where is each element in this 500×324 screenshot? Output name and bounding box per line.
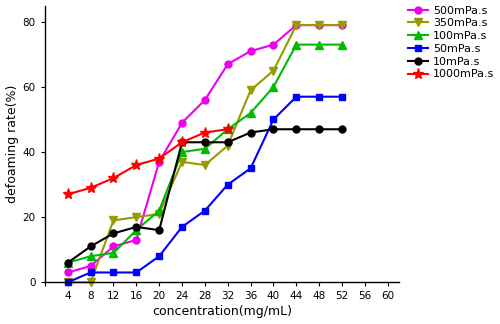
Line: 350mPa.s: 350mPa.s xyxy=(64,21,346,286)
10mPa.s xyxy=(64,261,70,265)
1000mPa.s xyxy=(202,131,208,134)
1000mPa.s xyxy=(134,163,140,167)
50mPa.s xyxy=(202,209,208,213)
100mPa.s xyxy=(316,43,322,47)
50mPa.s xyxy=(224,183,230,187)
100mPa.s xyxy=(88,254,94,258)
10mPa.s xyxy=(156,228,162,232)
1000mPa.s xyxy=(64,192,70,196)
100mPa.s xyxy=(134,228,140,232)
1000mPa.s xyxy=(224,127,230,131)
500mPa.s xyxy=(270,43,276,47)
10mPa.s xyxy=(248,131,254,134)
X-axis label: concentration(mg/mL): concentration(mg/mL) xyxy=(152,306,292,318)
350mPa.s xyxy=(316,23,322,27)
100mPa.s xyxy=(270,85,276,89)
50mPa.s xyxy=(316,95,322,98)
10mPa.s xyxy=(202,140,208,144)
350mPa.s xyxy=(270,69,276,73)
500mPa.s xyxy=(339,23,345,27)
100mPa.s xyxy=(294,43,300,47)
500mPa.s xyxy=(316,23,322,27)
500mPa.s xyxy=(202,98,208,102)
50mPa.s xyxy=(156,254,162,258)
10mPa.s xyxy=(224,140,230,144)
100mPa.s xyxy=(339,43,345,47)
Legend: 500mPa.s, 350mPa.s, 100mPa.s, 50mPa.s, 10mPa.s, 1000mPa.s: 500mPa.s, 350mPa.s, 100mPa.s, 50mPa.s, 1… xyxy=(408,6,494,79)
10mPa.s xyxy=(316,127,322,131)
100mPa.s xyxy=(202,147,208,151)
500mPa.s xyxy=(248,49,254,53)
1000mPa.s xyxy=(88,186,94,190)
350mPa.s xyxy=(88,280,94,284)
500mPa.s xyxy=(110,245,116,249)
50mPa.s xyxy=(339,95,345,98)
350mPa.s xyxy=(110,218,116,222)
10mPa.s xyxy=(88,245,94,249)
50mPa.s xyxy=(294,95,300,98)
350mPa.s xyxy=(156,212,162,216)
350mPa.s xyxy=(224,144,230,147)
500mPa.s xyxy=(179,121,185,125)
Line: 50mPa.s: 50mPa.s xyxy=(64,93,346,286)
10mPa.s xyxy=(110,231,116,235)
500mPa.s xyxy=(134,238,140,242)
350mPa.s xyxy=(339,23,345,27)
1000mPa.s xyxy=(110,176,116,180)
10mPa.s xyxy=(179,140,185,144)
Line: 100mPa.s: 100mPa.s xyxy=(64,40,346,267)
1000mPa.s xyxy=(156,156,162,160)
1000mPa.s xyxy=(179,140,185,144)
100mPa.s xyxy=(64,261,70,265)
50mPa.s xyxy=(64,280,70,284)
50mPa.s xyxy=(88,271,94,274)
10mPa.s xyxy=(134,225,140,229)
100mPa.s xyxy=(179,150,185,154)
Line: 1000mPa.s: 1000mPa.s xyxy=(62,124,234,200)
50mPa.s xyxy=(270,118,276,122)
500mPa.s xyxy=(294,23,300,27)
350mPa.s xyxy=(294,23,300,27)
10mPa.s xyxy=(339,127,345,131)
10mPa.s xyxy=(294,127,300,131)
500mPa.s xyxy=(64,271,70,274)
50mPa.s xyxy=(110,271,116,274)
500mPa.s xyxy=(156,160,162,164)
350mPa.s xyxy=(134,215,140,219)
350mPa.s xyxy=(248,88,254,92)
50mPa.s xyxy=(248,166,254,170)
Y-axis label: defoaming rate(%): defoaming rate(%) xyxy=(6,85,18,203)
350mPa.s xyxy=(179,160,185,164)
100mPa.s xyxy=(110,251,116,255)
Line: 500mPa.s: 500mPa.s xyxy=(64,22,346,276)
50mPa.s xyxy=(179,225,185,229)
100mPa.s xyxy=(224,127,230,131)
100mPa.s xyxy=(156,209,162,213)
Line: 10mPa.s: 10mPa.s xyxy=(64,126,346,266)
500mPa.s xyxy=(224,62,230,66)
350mPa.s xyxy=(202,163,208,167)
350mPa.s xyxy=(64,280,70,284)
500mPa.s xyxy=(88,264,94,268)
50mPa.s xyxy=(134,271,140,274)
10mPa.s xyxy=(270,127,276,131)
100mPa.s xyxy=(248,111,254,115)
